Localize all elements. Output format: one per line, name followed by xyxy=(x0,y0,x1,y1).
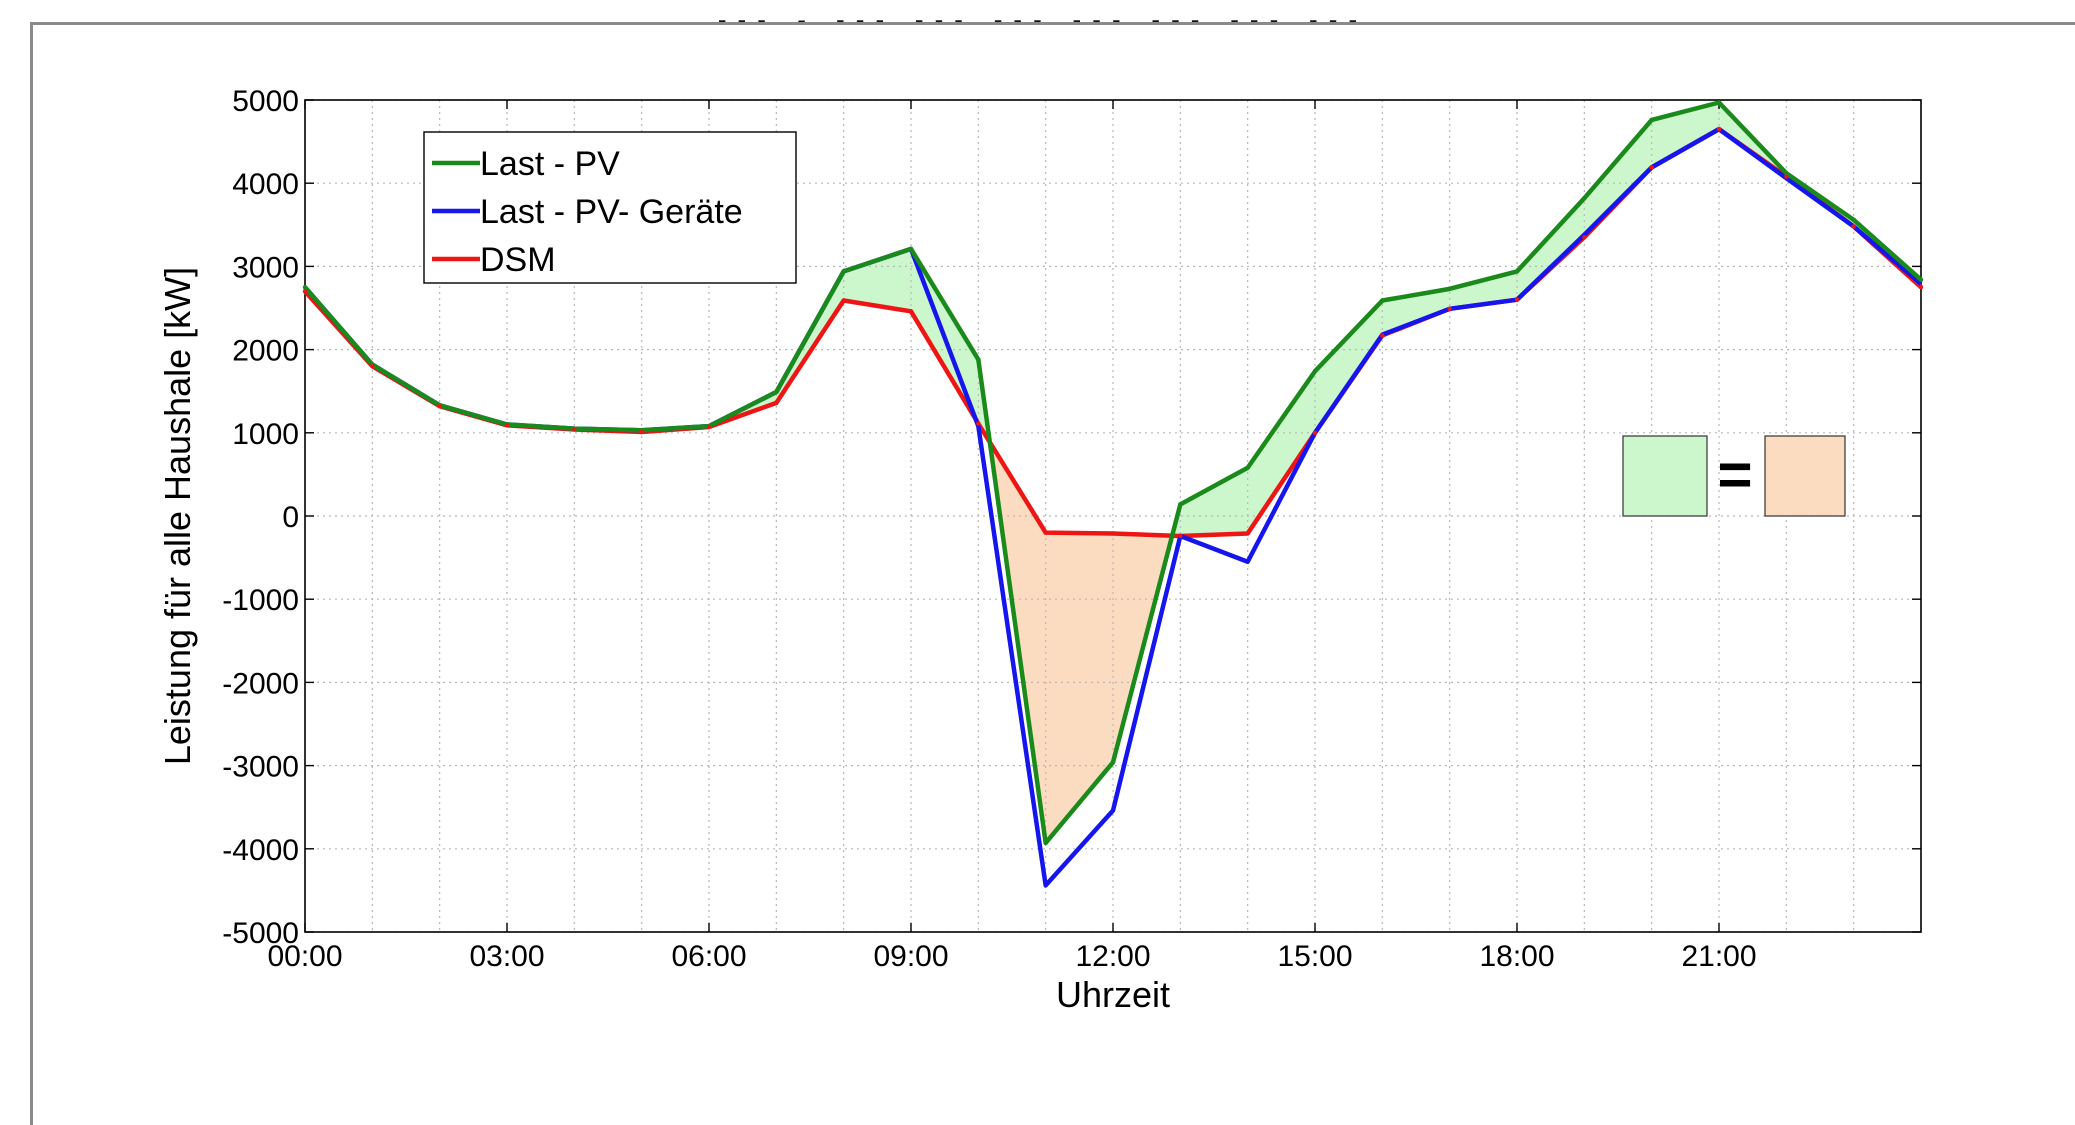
surplus-area xyxy=(843,248,911,312)
data-point xyxy=(1716,100,1722,105)
data-point xyxy=(841,269,846,274)
y-tick-label: -1000 xyxy=(222,584,299,617)
data-point xyxy=(1110,531,1116,536)
data-point xyxy=(1582,195,1587,201)
surplus-area xyxy=(1651,102,1719,168)
data-point xyxy=(1312,369,1318,374)
x-tick-label: 18:00 xyxy=(1479,940,1554,973)
data-point xyxy=(504,423,510,428)
annotation-equals: = xyxy=(1717,441,1752,508)
data-point xyxy=(1178,502,1183,507)
surplus-area xyxy=(1449,271,1517,309)
y-tick-label: 3000 xyxy=(232,251,299,284)
y-tick-label: -3000 xyxy=(222,751,299,784)
x-axis-label: Uhrzeit xyxy=(1056,974,1170,1015)
data-point xyxy=(1245,465,1250,470)
data-point xyxy=(976,357,981,362)
surplus-area xyxy=(1517,198,1585,300)
surplus-area xyxy=(1247,371,1315,534)
data-point xyxy=(302,285,308,290)
x-tick-label: 21:00 xyxy=(1681,940,1756,973)
data-point xyxy=(1851,224,1856,229)
data-point xyxy=(1312,430,1318,435)
data-point xyxy=(639,429,644,435)
data-point xyxy=(1380,298,1385,303)
data-point xyxy=(1447,306,1452,312)
data-point xyxy=(1851,217,1856,223)
data-point xyxy=(774,389,779,395)
x-tick-label: 03:00 xyxy=(469,940,544,973)
data-point xyxy=(302,289,308,294)
data-point xyxy=(1649,117,1654,123)
y-tick-label: 2000 xyxy=(232,335,299,368)
data-point xyxy=(1582,235,1587,240)
legend-label: DSM xyxy=(480,241,556,279)
y-tick-label: -4000 xyxy=(222,834,299,867)
surplus-area xyxy=(1180,467,1248,536)
y-tick-label: -5000 xyxy=(222,917,299,950)
legend-box xyxy=(423,131,797,284)
data-point xyxy=(1918,277,1924,282)
x-tick-label: 06:00 xyxy=(671,940,746,973)
data-point xyxy=(1716,126,1722,132)
x-tick-label: 09:00 xyxy=(873,940,948,973)
data-point xyxy=(1245,531,1250,536)
y-tick-label: 4000 xyxy=(232,168,299,201)
data-point xyxy=(1043,840,1048,846)
x-tick-label: 15:00 xyxy=(1277,940,1352,973)
data-point xyxy=(437,403,442,409)
data-point xyxy=(1447,286,1452,292)
data-point xyxy=(908,309,914,314)
data-point xyxy=(1514,297,1520,302)
x-tick-label: 00:00 xyxy=(267,940,342,973)
surplus-area xyxy=(1382,288,1450,336)
y-tick-label: 0 xyxy=(282,501,299,534)
data-point xyxy=(1784,174,1789,179)
data-point xyxy=(1178,533,1183,539)
data-point xyxy=(572,427,577,432)
y-tick-label: 1000 xyxy=(232,418,299,451)
data-point xyxy=(1649,165,1654,170)
surplus-area xyxy=(1584,119,1652,238)
annotation-box-green xyxy=(1622,435,1708,517)
series-points-2 xyxy=(302,126,1924,539)
data-point xyxy=(908,246,914,252)
data-point xyxy=(1380,333,1385,338)
data-point xyxy=(841,298,846,303)
legend-label: Last - PV xyxy=(480,145,620,183)
data-point xyxy=(1784,171,1789,176)
data-point xyxy=(706,424,712,430)
data-point xyxy=(1043,530,1048,535)
surplus-area xyxy=(1315,300,1383,433)
data-point xyxy=(1514,269,1520,274)
legend-label: Last - PV- Geräte xyxy=(480,193,743,231)
data-point xyxy=(1918,285,1924,290)
y-tick-label: -2000 xyxy=(222,667,299,700)
y-tick-label: 5000 xyxy=(232,85,299,118)
data-point xyxy=(774,400,779,406)
chart: -5000 -4000 -3000 -2000 -1000 0 1000 2000 3000 40… xyxy=(157,85,1924,1015)
data-point xyxy=(1110,760,1116,765)
data-point xyxy=(370,364,375,369)
y-axis-label: Leistung für alle Haushale [kW] xyxy=(157,267,198,765)
annotation-box-orange xyxy=(1764,435,1846,517)
x-tick-label: 12:00 xyxy=(1075,940,1150,973)
data-point xyxy=(976,421,981,426)
